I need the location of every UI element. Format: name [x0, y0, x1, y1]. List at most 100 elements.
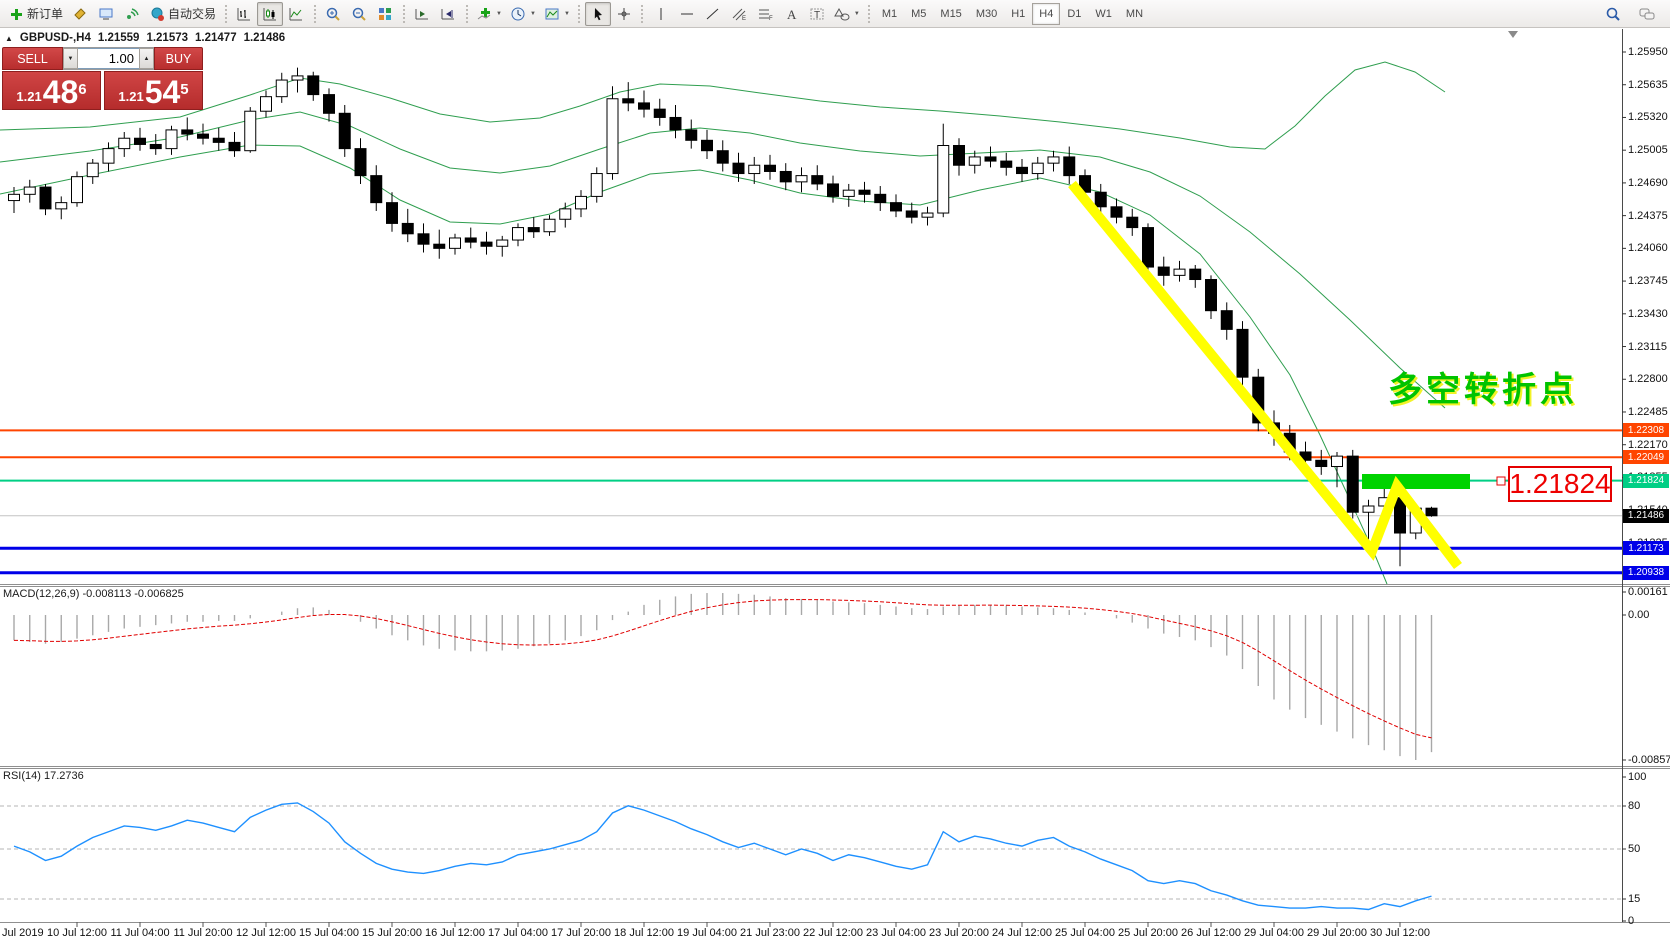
symbol-period: GBPUSD-,H4	[19, 32, 91, 44]
buy-button[interactable]: BUY	[154, 47, 203, 70]
time-tick: 25 Jul 04:00	[1055, 927, 1115, 939]
volume-increase-button[interactable]: ▲	[139, 48, 154, 69]
volume-decrease-button[interactable]: ▼	[63, 48, 78, 69]
timeframe-M1[interactable]: M1	[881, 7, 898, 20]
timeframe-M15[interactable]: M15	[940, 7, 962, 20]
collapse-trade-panel-icon[interactable]: ▲	[5, 33, 13, 43]
price-tick: 1.24690	[1628, 176, 1668, 189]
quote-low: 1.21477	[195, 32, 237, 44]
periods-button[interactable]: ▼	[506, 2, 540, 26]
fibo-icon: F	[758, 9, 773, 22]
time-tick: 16 Jul 12:00	[425, 927, 485, 939]
price-tick: 1.22170	[1628, 438, 1668, 451]
trendline-button[interactable]	[700, 2, 726, 26]
rsi-indicator	[0, 802, 1622, 911]
svg-text:F: F	[769, 16, 773, 22]
auto-trading-button[interactable]: 自动交易	[145, 2, 220, 26]
time-tick: 22 Jul 12:00	[803, 927, 863, 939]
yellow-trendline[interactable]	[1068, 180, 1462, 570]
vline-icon	[660, 7, 662, 20]
price-tick: 1.25635	[1628, 78, 1668, 91]
price-badge-1.21824: 1.21824	[1623, 473, 1669, 488]
toolbar: 新订单 自动交易 ▼ ▼ ▼ E F A T ▼ M1 M5 M15 M30 H1 H4 D1 W1 MN	[0, 0, 1670, 28]
crosshair-icon	[617, 7, 630, 20]
time-tick: 17 Jul 20:00	[551, 927, 611, 939]
ticket-button[interactable]	[67, 2, 93, 26]
cursor-button[interactable]	[584, 1, 611, 26]
clock-icon	[511, 7, 525, 20]
dropdown-arrow-icon: ▼	[529, 10, 536, 17]
timeframe-D1[interactable]: D1	[1067, 7, 1082, 20]
timeframe-M30[interactable]: M30	[975, 7, 998, 20]
rsi-label: RSI(14) 17.2736	[3, 770, 84, 782]
callout-anchor	[1496, 476, 1506, 486]
indicator-axis-tick: 0.00	[1628, 609, 1650, 621]
zoomout-icon	[352, 7, 366, 21]
sell-price-panel[interactable]: 1.21 48 6	[2, 71, 101, 110]
tiles-icon	[379, 7, 392, 20]
community-button[interactable]	[93, 2, 119, 26]
timeframe-W1[interactable]: W1	[1095, 7, 1112, 20]
chart-chrome	[0, 29, 1670, 927]
buy-price-prefix: 1.21	[118, 89, 144, 104]
equidistant-channel-button[interactable]: E	[726, 2, 752, 26]
price-tick: 1.23430	[1628, 307, 1668, 320]
shapes-button[interactable]: ▼	[830, 2, 864, 26]
bollinger-middle	[0, 111, 1446, 409]
chat-button[interactable]	[1634, 2, 1660, 26]
templates-button[interactable]: ▼	[540, 2, 574, 26]
text-button[interactable]: A	[778, 2, 804, 26]
sell-button[interactable]: SELL	[2, 47, 63, 70]
chart-line-button[interactable]	[283, 2, 309, 26]
quote-high: 1.21573	[146, 32, 189, 44]
toolbar-separator	[312, 2, 318, 25]
green-zone-rect[interactable]	[1362, 474, 1470, 489]
timeframe-H1[interactable]: H1	[1011, 7, 1026, 20]
price-tick: 1.25005	[1628, 144, 1668, 157]
zoom-in-button[interactable]	[320, 2, 346, 26]
volume-input[interactable]: 1.00	[78, 48, 139, 69]
crosshair-button[interactable]	[611, 2, 637, 26]
price-tick: 1.23115	[1628, 340, 1667, 353]
text-label-button[interactable]: T	[804, 2, 830, 26]
timeframe-M5[interactable]: M5	[911, 7, 927, 20]
new-order-button[interactable]: 新订单	[4, 2, 67, 26]
signals-button[interactable]	[119, 2, 145, 26]
plus-icon	[11, 8, 22, 20]
quote-close: 1.21486	[243, 32, 286, 44]
horizontal-line-button[interactable]	[674, 2, 700, 26]
time-tick: 18 Jul 12:00	[614, 927, 674, 939]
yellow-trendlines	[1068, 180, 1506, 570]
zoom-out-button[interactable]	[346, 2, 372, 26]
buy-price-panel[interactable]: 1.21 54 5	[104, 71, 203, 110]
one-click-trading-panel: SELL ▼ 1.00 ▲ BUY 1.21 48 6 1.21 54 5	[2, 47, 203, 110]
chart-bars-button[interactable]	[231, 2, 257, 26]
indicator-axis-tick: 50	[1628, 843, 1641, 855]
bars-icon	[237, 7, 251, 20]
pivot-annotation-text[interactable]: 多空转折点	[1388, 371, 1578, 409]
price-badge-1.22049: 1.22049	[1623, 450, 1669, 465]
fibonacci-button[interactable]: F	[752, 2, 778, 26]
toolbar-separator	[576, 2, 582, 25]
toolbar-separator	[464, 2, 470, 25]
timeframe-MN[interactable]: MN	[1125, 7, 1144, 20]
vertical-line-button[interactable]	[648, 2, 674, 26]
auto-scroll-button[interactable]	[409, 2, 435, 26]
time-tick: 23 Jul 04:00	[866, 927, 926, 939]
quote-line: ▲ GBPUSD-,H4 1.21559 1.21573 1.21477 1.2…	[5, 32, 285, 44]
timeframe-H4[interactable]: H4	[1032, 2, 1061, 25]
chart-shift-button[interactable]	[435, 2, 461, 26]
time-tick: 11 Jul 20:00	[173, 927, 233, 939]
bollinger-bands	[0, 61, 1446, 585]
chat-icon	[1639, 8, 1655, 19]
search-button[interactable]	[1600, 2, 1626, 26]
time-tick: 17 Jul 04:00	[488, 927, 548, 939]
candles-icon	[263, 7, 277, 20]
tile-windows-button[interactable]	[372, 2, 398, 26]
price-tick: 1.23745	[1628, 275, 1668, 288]
price-callout[interactable]: 1.21824	[1508, 466, 1612, 502]
chart-candles-button[interactable]	[257, 1, 284, 26]
indicators-button[interactable]: ▼	[472, 2, 506, 26]
